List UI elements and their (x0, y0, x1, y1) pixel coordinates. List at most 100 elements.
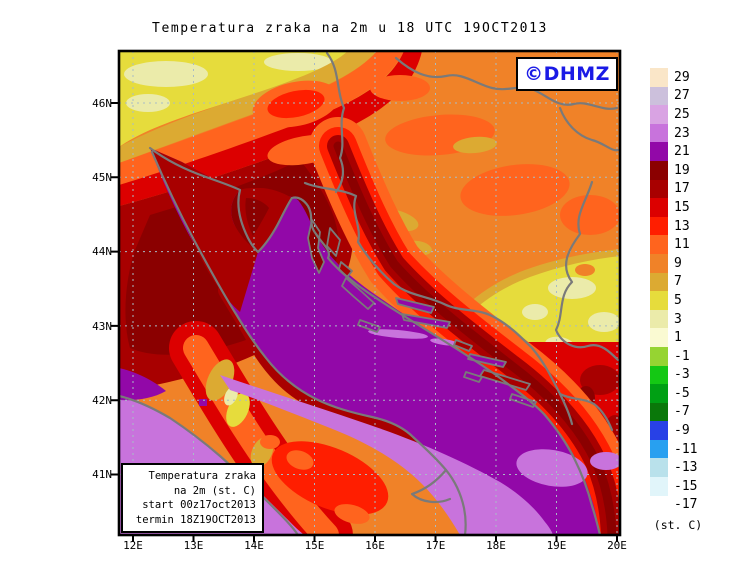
colorbar-entry: 25 (650, 105, 697, 124)
page-title: Temperatura zraka na 2m u 18 UTC 19OCT20… (152, 21, 548, 36)
longitude-axis: 12E 13E 14E 15E 16E 17E 18E 19E 20E (123, 539, 627, 552)
colorbar-swatch (650, 142, 668, 161)
colorbar-entry: -9 (650, 421, 697, 440)
colorbar-swatch (650, 328, 668, 347)
graticule (119, 51, 620, 535)
adriatic-sea (150, 148, 600, 535)
colorbar-entry: 3 (650, 309, 697, 329)
colorbar-swatch (650, 495, 668, 515)
country-borders (303, 51, 620, 432)
temperature-colorbar: 29 27 25 23 21 19 (650, 68, 698, 515)
colorbar-entry: 1 (650, 328, 697, 347)
colorbar-label: 5 (674, 292, 682, 308)
colorbar-swatch (650, 198, 668, 217)
islands (307, 219, 537, 408)
colorbar-entry: 23 (650, 123, 697, 143)
dhmz-watermark-text: ©DHMZ (524, 63, 610, 85)
colorbar-swatch (650, 68, 668, 87)
colorbar-entry: 5 (650, 291, 697, 310)
colorbar-entry: 7 (650, 272, 697, 292)
colorbar-label: -17 (674, 497, 698, 513)
colorbar-entry: -5 (650, 384, 697, 403)
colorbar-label: -9 (674, 423, 690, 439)
colorbar-swatch (650, 179, 668, 199)
colorbar-entry: 17 (650, 179, 697, 199)
colorbar-swatch (650, 365, 668, 385)
colorbar-swatch (650, 105, 668, 124)
colorbar-label: -3 (674, 367, 690, 383)
italy-adriatic-coastline (150, 150, 467, 535)
colorbar-label: 21 (674, 144, 690, 160)
colorbar-label: 25 (674, 106, 690, 122)
colorbar-entry: 29 (650, 68, 697, 87)
colorbar-label: 9 (674, 255, 682, 271)
colorbar-swatch (650, 123, 668, 143)
croatian-coastline (148, 146, 602, 535)
coastlines (119, 146, 602, 535)
colorbar-entry: -1 (650, 346, 697, 366)
colorbar-entry: -15 (650, 477, 697, 496)
colorbar-entry: -13 (650, 458, 698, 478)
colorbar-swatch (650, 402, 668, 422)
colorbar-swatch (650, 253, 668, 273)
colorbar-label: 17 (674, 181, 690, 197)
colorbar-entry: 9 (650, 253, 697, 273)
axis-ticks (111, 102, 618, 542)
colorbar-label: -1 (674, 348, 690, 364)
colorbar-entry: 19 (650, 160, 697, 180)
colorbar-label: -13 (674, 460, 698, 476)
colorbar-label: -15 (674, 478, 698, 494)
colorbar-entry: 11 (650, 235, 697, 254)
colorbar-swatch (650, 439, 668, 459)
dhmz-watermark-box: ©DHMZ (516, 57, 618, 91)
colorbar-label: 27 (674, 88, 690, 104)
colorbar-label: 13 (674, 218, 690, 234)
manfredonia-gulf (410, 468, 452, 504)
colorbar-label: -11 (674, 441, 698, 457)
colorbar-label: -5 (674, 385, 690, 401)
colorbar-swatch (650, 346, 668, 366)
run-info-line: start 00z17oct2013 (142, 499, 256, 511)
colorbar-entry: -7 (650, 402, 697, 422)
colorbar-entry: -3 (650, 365, 697, 385)
colorbar-entry: 21 (650, 142, 697, 161)
colorbar-swatch (650, 86, 668, 106)
run-info-box: Temperatura zraka na 2m (st. C) start 00z1… (121, 463, 264, 533)
colorbar-label: 11 (674, 237, 690, 253)
colorbar-label: 19 (674, 162, 690, 178)
run-info-line: Temperatura zraka (148, 470, 256, 482)
colorbar-label: 1 (674, 330, 682, 346)
colorbar-label: 7 (674, 274, 682, 290)
latitude-axis: 46N 45N 44N 43N 42N 41N (92, 96, 112, 482)
colorbar-swatch (650, 477, 668, 496)
colorbar-swatch (650, 216, 668, 236)
inland-warm-patches (252, 75, 620, 287)
colorbar-swatch (650, 235, 668, 254)
colorbar-swatch (650, 272, 668, 292)
colorbar-swatch (650, 291, 668, 310)
colorbar-unit-label: (st. C) (653, 518, 703, 532)
colorbar-swatch (650, 421, 668, 440)
colorbar-label: 29 (674, 69, 690, 85)
map-field (119, 51, 620, 535)
tyrrhenian-coastline (119, 394, 300, 535)
map-frame (117, 49, 622, 537)
colorbar-label: 3 (674, 311, 682, 327)
colorbar-entry: 13 (650, 216, 697, 236)
run-info-line: na 2m (st. C) (173, 484, 256, 497)
colorbar-swatch (650, 458, 668, 478)
colorbar-swatch (650, 384, 668, 403)
colorbar-label: -7 (674, 404, 690, 420)
colorbar-entry: 15 (650, 198, 697, 217)
colorbar-swatch (650, 160, 668, 180)
colorbar-entry: -11 (650, 439, 698, 459)
colorbar-label: 15 (674, 199, 690, 215)
colorbar-label: 23 (674, 125, 690, 141)
coastal-bands (309, 117, 620, 535)
colorbar-entry: 27 (650, 86, 697, 106)
run-info-line: termin 18Z19OCT2013 (135, 513, 256, 526)
colorbar-entry: -17 (650, 495, 698, 515)
colorbar-swatch (650, 309, 668, 329)
